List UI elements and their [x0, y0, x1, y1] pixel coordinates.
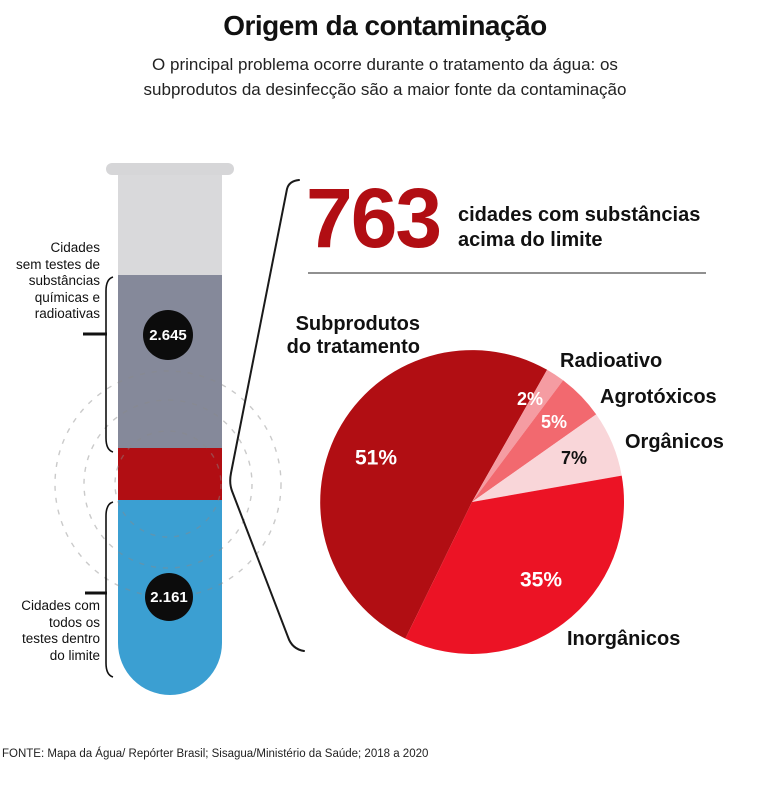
pie-value-labels: 51% 2% 5% 7% 35% [355, 389, 587, 592]
bracket-within-limit [105, 501, 114, 678]
count-within-limit: 2.161 [150, 588, 188, 606]
dashed-circle-outer [54, 370, 282, 598]
label-within-limit-line: Cidades com [21, 598, 100, 613]
pie-label-organicos: Orgânicos [625, 431, 724, 453]
label-no-tests-line: sem testes de [15, 256, 100, 272]
highlight-caption-line-2: acima do limite [458, 229, 603, 251]
pie-value-label-1: 2% [517, 389, 543, 409]
pie-value-label-3: 7% [561, 448, 587, 468]
label-no-tests: Cidades sem testes de substâncias químic… [0, 240, 100, 323]
dashed-focus-circles [54, 370, 282, 598]
tube-cap [106, 163, 234, 175]
pie-label-inorganicos: Inorgânicos [567, 628, 681, 650]
pie-label-subprodutos: Subprodutos do tratamento [286, 313, 420, 358]
label-within-limit-line: do limite [49, 647, 100, 663]
highlight-number: 763 [306, 171, 442, 265]
pie-chart [320, 350, 625, 654]
annotation-brackets [105, 276, 114, 678]
pie-value-label-2: 5% [541, 412, 567, 432]
label-no-tests-line: Cidades [50, 240, 100, 255]
subtitle-line-1: O principal problema ocorre durante o tr… [152, 55, 618, 74]
pie-slice-4 [405, 475, 625, 654]
annotation-ticks [83, 332, 107, 595]
count-badge-no-tests: 2.645 [143, 310, 193, 360]
tube-above-limit-section [118, 448, 222, 500]
connector-line [229, 179, 305, 652]
pie-slice-1 [472, 369, 564, 502]
label-no-tests-line: substâncias [28, 273, 100, 288]
pie-label-agrotoxicos: Agrotóxicos [600, 386, 717, 408]
pie-slice-2 [472, 380, 597, 502]
label-within-limit-line: testes dentro [21, 631, 100, 646]
pie-slice-0 [320, 350, 548, 639]
label-no-tests-line: radioativas [34, 306, 100, 321]
pie-slice-3 [472, 414, 622, 502]
count-no-tests: 2.645 [149, 326, 187, 344]
pie-value-label-0: 51% [355, 447, 397, 470]
bracket-no-tests [105, 276, 114, 453]
subtitle-line-2: subprodutos da desinfecção são a maior f… [143, 80, 627, 99]
page-title: Origem da contaminação [223, 10, 547, 41]
highlight-caption-line-1: cidades com substâncias [458, 204, 701, 226]
label-no-tests-line: químicas e [34, 289, 100, 305]
label-within-limit: Cidades com todos os testes dentro do li… [0, 598, 100, 664]
divider-line [308, 272, 706, 274]
pie-label-radioativo: Radioativo [560, 350, 663, 372]
source-credit: FONTE: Mapa da Água/ Repórter Brasil; Si… [2, 748, 429, 760]
pie-value-label-4: 35% [520, 569, 562, 592]
count-badge-within-limit: 2.161 [145, 573, 193, 621]
dashed-circle-middle [83, 399, 253, 569]
page-subtitle: O principal problema ocorre durante o tr… [0, 52, 770, 102]
label-within-limit-line: todos os [48, 614, 100, 630]
dashed-circle-inner [114, 430, 222, 538]
highlight-caption: cidades com substâncias acima do limite [458, 203, 700, 253]
tube-no-tests-section [118, 275, 222, 448]
tube-empty-section [118, 172, 222, 276]
